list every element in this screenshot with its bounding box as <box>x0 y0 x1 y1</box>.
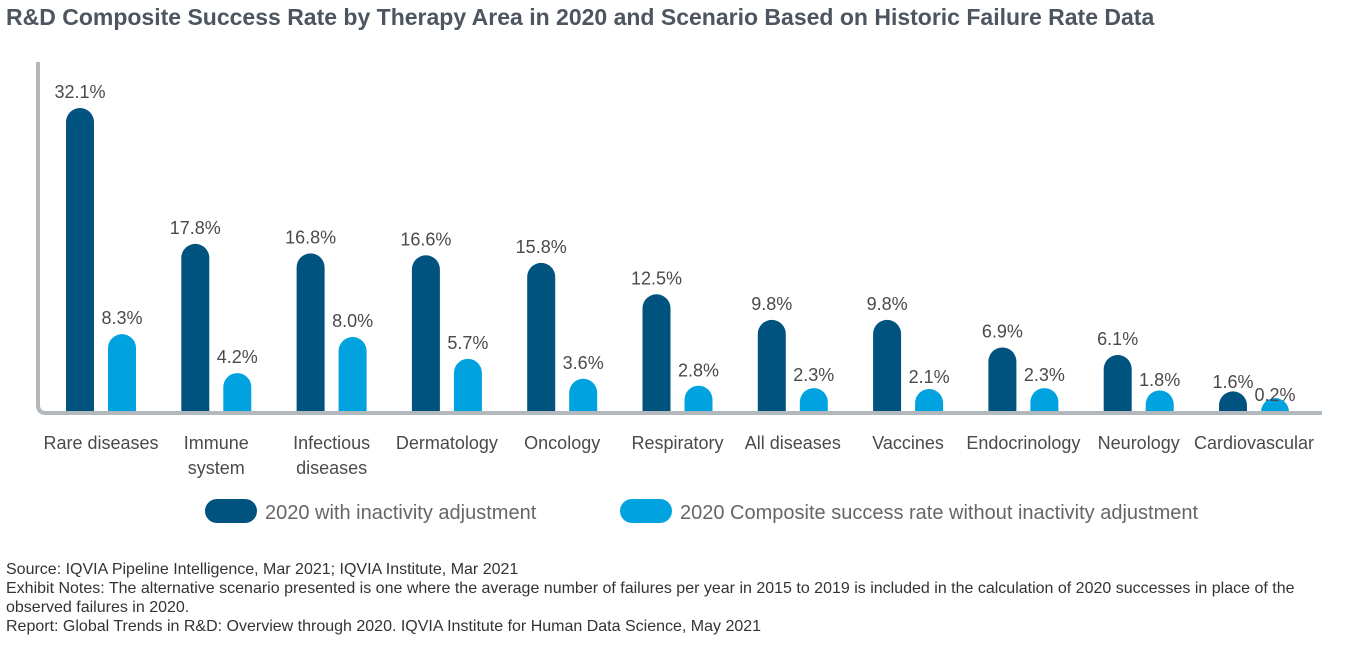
value-label-without-adjustment-oncology: 3.6% <box>563 353 604 373</box>
bar-with-adjustment-oncology <box>527 262 556 413</box>
value-label-with-adjustment-infectious-diseases: 16.8% <box>285 227 336 247</box>
value-label-with-adjustment-all-diseases: 9.8% <box>751 294 792 314</box>
chart-title: R&D Composite Success Rate by Therapy Ar… <box>6 4 1155 30</box>
value-label-without-adjustment-all-diseases: 2.3% <box>793 365 834 385</box>
value-label-without-adjustment-dermatology: 5.7% <box>447 333 488 353</box>
legend-swatch-without-adjustment <box>620 499 672 523</box>
exhibit-note: Exhibit Notes: The alternative scenario … <box>6 580 1295 616</box>
bar-without-adjustment-respiratory <box>684 385 713 413</box>
category-label-cardiovascular: Cardiovascular <box>1194 433 1314 453</box>
value-label-with-adjustment-endocrinology: 6.9% <box>982 321 1023 341</box>
bar-with-adjustment-immune-system <box>181 243 210 413</box>
value-label-with-adjustment-rare-diseases: 32.1% <box>54 82 105 102</box>
bar-with-adjustment-vaccines <box>873 319 902 413</box>
category-label-dermatology: Dermatology <box>396 433 498 453</box>
bar-with-adjustment-infectious-diseases <box>296 253 325 413</box>
value-label-with-adjustment-neurology: 6.1% <box>1097 329 1138 349</box>
legend: 2020 with inactivity adjustment 2020 Comp… <box>205 499 1198 524</box>
bar-without-adjustment-immune-system <box>223 373 252 413</box>
category-label-oncology: Oncology <box>524 433 600 453</box>
bar-without-adjustment-all-diseases <box>799 388 828 413</box>
bar-with-adjustment-rare-diseases <box>66 108 94 414</box>
bar-without-adjustment-oncology <box>569 378 598 413</box>
bar-with-adjustment-respiratory <box>642 294 671 413</box>
category-label-neurology: Neurology <box>1098 433 1180 453</box>
bar-without-adjustment-dermatology <box>453 358 482 413</box>
bar-without-adjustment-rare-diseases <box>108 334 136 413</box>
chart-axis <box>36 62 1322 415</box>
value-label-without-adjustment-rare-diseases: 8.3% <box>101 308 142 328</box>
footnotes: Source: IQVIA Pipeline Intelligence, Mar… <box>6 560 1346 636</box>
bar-without-adjustment-vaccines <box>915 389 944 413</box>
bar-with-adjustment-dermatology <box>411 255 440 413</box>
category-label-all-diseases: All diseases <box>745 433 841 453</box>
value-label-without-adjustment-cardiovascular: 0.2% <box>1254 385 1295 405</box>
legend-label-without-adjustment: 2020 Composite success rate without inac… <box>680 502 1198 524</box>
value-label-without-adjustment-endocrinology: 2.3% <box>1024 365 1065 385</box>
category-label-immune-system: Immune <box>184 433 249 453</box>
value-label-with-adjustment-immune-system: 17.8% <box>170 218 221 238</box>
value-label-with-adjustment-oncology: 15.8% <box>516 237 567 257</box>
bar-without-adjustment-cardiovascular <box>1261 398 1289 413</box>
value-label-with-adjustment-vaccines: 9.8% <box>867 294 908 314</box>
value-label-with-adjustment-cardiovascular: 1.6% <box>1212 372 1253 392</box>
report-note: Report: Global Trends in R&D: Overview t… <box>6 618 762 635</box>
value-label-without-adjustment-infectious-diseases: 8.0% <box>332 311 373 331</box>
category-label-vaccines: Vaccines <box>872 433 944 453</box>
category-labels-group: Rare diseases Immune system Infectious disea… <box>43 433 1314 478</box>
bar-without-adjustment-endocrinology <box>1030 388 1059 413</box>
legend-swatch-with-adjustment <box>205 499 257 523</box>
bar-with-adjustment-cardiovascular <box>1219 391 1248 413</box>
bar-with-adjustment-all-diseases <box>757 319 786 413</box>
bar-without-adjustment-infectious-diseases <box>338 337 367 413</box>
value-label-with-adjustment-dermatology: 16.6% <box>400 229 451 249</box>
category-label-endocrinology: Endocrinology <box>966 433 1080 453</box>
bars-group <box>66 108 1289 414</box>
category-label-infectious-diseases: diseases <box>296 458 367 478</box>
category-label-infectious-diseases: Infectious <box>293 433 370 453</box>
value-label-without-adjustment-neurology: 1.8% <box>1139 370 1180 390</box>
bar-chart: 32.1% 8.3% 17.8% 4.2% 16.8% 8.0% 16.6% 5.7% 15.8… <box>36 62 1322 524</box>
bar-with-adjustment-neurology <box>1103 355 1132 413</box>
category-label-immune-system: system <box>188 458 245 478</box>
source-note: Source: IQVIA Pipeline Intelligence, Mar… <box>6 561 519 578</box>
value-label-without-adjustment-respiratory: 2.8% <box>678 360 719 380</box>
value-label-without-adjustment-immune-system: 4.2% <box>217 347 258 367</box>
value-label-with-adjustment-respiratory: 12.5% <box>631 268 682 288</box>
value-label-without-adjustment-vaccines: 2.1% <box>909 367 950 387</box>
bar-with-adjustment-endocrinology <box>988 347 1017 413</box>
category-label-respiratory: Respiratory <box>631 433 723 453</box>
bar-without-adjustment-neurology <box>1145 390 1174 413</box>
category-label-rare-diseases: Rare diseases <box>43 433 158 453</box>
legend-label-with-adjustment: 2020 with inactivity adjustment <box>265 502 537 524</box>
value-labels-group: 32.1% 8.3% 17.8% 4.2% 16.8% 8.0% 16.6% 5.7% 15.8… <box>54 82 1295 405</box>
